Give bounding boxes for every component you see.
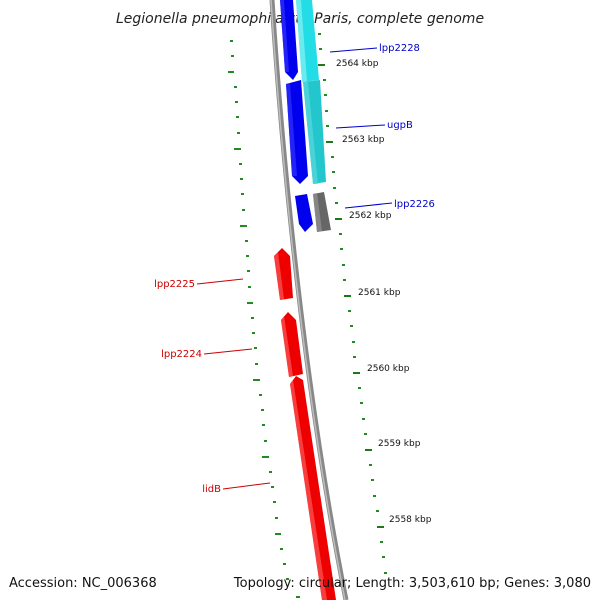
gene-label-lpp2224[interactable]: lpp2224 [161, 349, 202, 360]
tick-label-2562: 2562 kbp [349, 211, 392, 221]
tick-label-2559: 2559 kbp [378, 439, 421, 449]
topology-text: Topology: circular; Length: 3,503,610 bp… [233, 576, 591, 591]
gene-label-lpp2228[interactable]: lpp2228 [379, 43, 420, 54]
gene-lpp2226-forward[interactable] [295, 194, 313, 232]
accession-text: Accession: NC_006368 [9, 576, 157, 591]
tick-label-2561: 2561 kbp [358, 288, 401, 298]
gene-label-lidB[interactable]: lidB [202, 484, 221, 495]
reverse-genes [274, 248, 336, 600]
label-leaders [196, 47, 393, 490]
backbone-highlight [270, 0, 346, 600]
gene-label-lpp2225[interactable]: lpp2225 [154, 279, 195, 290]
tick-label-2558: 2558 kbp [389, 515, 432, 525]
gene-lpp2224[interactable] [281, 312, 303, 377]
tick-marks [318, 64, 384, 528]
backbone-line [269, 0, 349, 600]
gc-track-left [228, 40, 300, 598]
tick-label-2563: 2563 kbp [342, 135, 385, 145]
tick-label-2564: 2564 kbp [336, 59, 379, 69]
gene-label-lpp2226[interactable]: lpp2226 [394, 199, 435, 210]
gene-label-ugpB[interactable]: ugpB [387, 120, 413, 131]
forward-genes [280, 0, 331, 232]
tick-label-2560: 2560 kbp [367, 364, 410, 374]
gene-lidB[interactable] [290, 376, 336, 600]
